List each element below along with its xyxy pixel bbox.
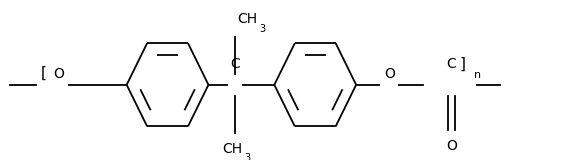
Text: 3: 3 (260, 24, 265, 34)
Text: C: C (446, 57, 457, 71)
Text: CH: CH (222, 142, 243, 156)
Text: ]: ] (460, 56, 466, 72)
Text: C: C (230, 57, 240, 71)
Text: O: O (384, 67, 395, 81)
Text: n: n (474, 70, 481, 80)
Text: O: O (53, 67, 64, 81)
Text: 3: 3 (245, 153, 250, 160)
Text: CH: CH (237, 12, 257, 26)
Text: [: [ (41, 66, 47, 81)
Text: O: O (446, 139, 457, 153)
